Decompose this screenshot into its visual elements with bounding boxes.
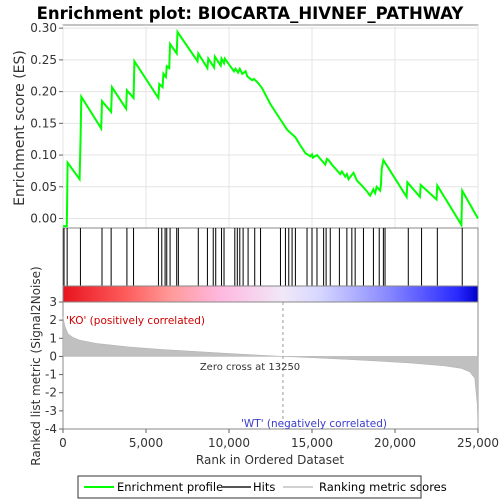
positive-correlation-label: 'KO' (positively correlated) [66, 315, 205, 327]
es-y-tick-label: 0.15 [30, 116, 57, 130]
rank-x-tick-label: 25,000 [457, 436, 499, 450]
rank-y-axis-label: Ranked list metric (Signal2Noise) [29, 266, 43, 465]
es-y-tick-label: 0.05 [30, 180, 57, 194]
ranking-metric-panel: 3 2 1 0 -1 -2 -3 -4 0 5,000 10,000 15,000 20,000 25,… [29, 266, 499, 467]
rank-x-axis-label: Rank in Ordered Dataset [196, 453, 344, 467]
rank-y-tick-label: -3 [45, 404, 57, 418]
rank-y-tick-label: -4 [45, 422, 57, 436]
rank-x-tick-label: 10,000 [208, 436, 250, 450]
rank-y-tick-label: 0 [49, 349, 57, 363]
rank-y-ticks: 3 2 1 0 -1 -2 -3 -4 [45, 295, 63, 436]
es-y-axis-label: Enrichment score (ES) [12, 50, 28, 206]
hits-lines [63, 228, 463, 286]
es-plot-frame [62, 24, 479, 229]
enrichment-profile-line [63, 28, 479, 229]
rank-plot-frame [62, 301, 479, 430]
negative-correlation-label: 'WT' (negatively correlated) [241, 418, 387, 430]
rank-x-tick-label: 0 [59, 436, 67, 450]
rank-x-tick-label: 5,000 [129, 436, 163, 450]
es-y-tick-label: 0.10 [30, 148, 57, 162]
rank-y-tick-label: 3 [49, 295, 57, 309]
legend-label-hits: Hits [253, 480, 275, 494]
rank-x-tick-label: 15,000 [291, 436, 333, 450]
chart-title: Enrichment plot: BIOCARTA_HIVNEF_PATHWAY [37, 4, 465, 23]
rank-y-tick-label: 1 [49, 331, 57, 345]
es-y-ticks: 0.00 0.05 0.10 0.15 0.20 0.25 0.30 [30, 21, 63, 225]
hits-frame [62, 227, 479, 287]
es-y-tick-label: 0.25 [30, 53, 57, 67]
enrichment-score-panel: 0.00 0.05 0.10 0.15 0.20 0.25 0.30 Enrichment … [12, 21, 479, 229]
rank-x-tick-label: 20,000 [374, 436, 416, 450]
legend: Enrichment profile Hits Ranking metric s… [77, 475, 447, 499]
es-y-tick-label: 0.20 [30, 85, 57, 99]
rank-heatmap-bar [62, 285, 479, 303]
zero-cross-label: Zero cross at 13250 [200, 362, 300, 373]
hits-panel [62, 227, 479, 303]
rank-y-tick-label: 2 [49, 313, 57, 327]
rank-y-tick-label: -1 [45, 368, 57, 382]
rank-y-tick-label: -2 [45, 386, 57, 400]
es-y-tick-label: 0.00 [30, 211, 57, 225]
es-y-tick-label: 0.30 [30, 21, 57, 35]
rank-x-ticks: 0 5,000 10,000 15,000 20,000 25,000 [59, 429, 499, 450]
legend-label-enrichment-profile: Enrichment profile [117, 480, 223, 494]
legend-label-ranking-metric: Ranking metric scores [319, 480, 447, 494]
es-grid [62, 25, 479, 228]
